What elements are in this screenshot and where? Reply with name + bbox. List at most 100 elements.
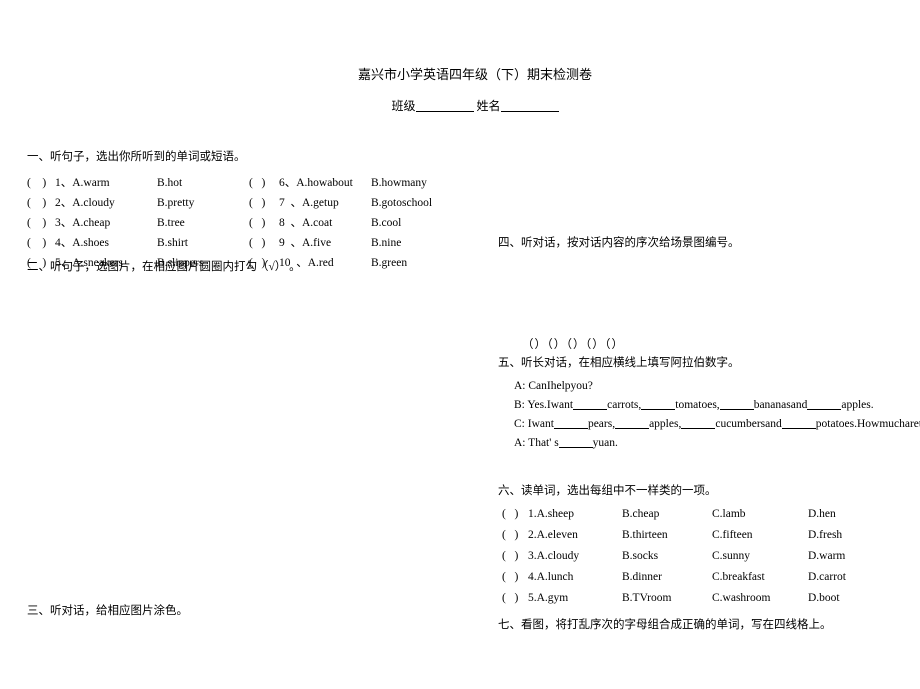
option-b: B.cheap [622, 508, 712, 520]
fill-blank [720, 409, 754, 410]
section3-title: 三、听对话，给相应图片涂色。 [27, 602, 188, 618]
option-b: B.cool [371, 217, 401, 229]
dialog-text: B: Yes.Iwant [514, 399, 573, 411]
section1-title: 一、听句子，选出你所听到的单词或短语。 [27, 148, 497, 164]
fill-blank [782, 428, 816, 429]
class-blank [416, 111, 474, 112]
section6: 六、读单词，选出每组中不一样类的一项。 ( )1.A.sheepB.cheapC… [498, 482, 846, 613]
page-header: 嘉兴市小学英语四年级（下）期末检测卷 班级 姓名 [0, 0, 920, 114]
paren: ( ) [27, 197, 55, 209]
question-row: ( )4、A.shoesB.shirt( )9 、A.fiveB.nine [27, 234, 497, 248]
question-row: ( )2、A.cloudyB.pretty( )7 、A.getupB.goto… [27, 194, 497, 208]
paren: ( ) [249, 217, 279, 229]
question-row: ( )3.A.cloudyB.socksC.sunnyD.warm [498, 550, 846, 564]
dialog-text: apples. [841, 399, 873, 411]
dialog-text: apples, [649, 418, 681, 430]
form-line: 班级 姓名 [0, 97, 920, 114]
option-a: 6、A.howabout [279, 174, 371, 190]
option-b: B.howmany [371, 177, 427, 189]
dialog-line: C: Iwant pears, apples, cucumbersand potatoe… [498, 418, 920, 430]
option-d: D.carrot [808, 571, 846, 583]
question-row: ( )3、A.cheapB.tree( )8 、A.coatB.cool [27, 214, 497, 228]
option-b: B.thirteen [622, 529, 712, 541]
option-a: 1、A.warm [55, 174, 157, 190]
option-a: 1.A.sheep [528, 508, 622, 520]
paren: ( ) [502, 508, 528, 520]
option-b: B.hot [157, 177, 249, 189]
dialog-line: A: That' s yuan. [498, 437, 920, 449]
dialog-text: yuan. [593, 437, 618, 449]
option-d: D.hen [808, 508, 836, 520]
option-c: C.sunny [712, 550, 808, 562]
dialog-text: tomatoes, [675, 399, 719, 411]
question-row: ( )1、A.warmB.hot( )6、A.howaboutB.howmany [27, 174, 497, 188]
section2-title: 二、听句子，选图片，在相应图片圆圈内打勾（√） 。 [27, 258, 301, 274]
option-c: C.breakfast [712, 571, 808, 583]
option-b: B.shirt [157, 237, 249, 249]
paren: ( ) [502, 550, 528, 562]
option-b: B.tree [157, 217, 249, 229]
question-row: ( )5.A.gymB.TVroomC.washroomD.boot [498, 592, 846, 606]
option-a: 2、A.cloudy [55, 194, 157, 210]
option-d: D.boot [808, 592, 840, 604]
option-a: 4、A.shoes [55, 234, 157, 250]
fill-blank [573, 409, 607, 410]
section4-brackets: （）（）（）（）（） [498, 336, 920, 352]
option-a: 5.A.gym [528, 592, 622, 604]
fill-blank [559, 447, 593, 448]
section7-title: 七、看图，将打乱序次的字母组合成正确的单词，写在四线格上。 [498, 616, 832, 632]
dialog-text: A: That' s [514, 437, 559, 449]
fill-blank [615, 428, 649, 429]
paren: ( ) [502, 529, 528, 541]
paren: ( ) [249, 177, 279, 189]
name-label: 姓名 [477, 99, 501, 113]
paren: ( ) [27, 237, 55, 249]
dialog-text: C: Iwant [514, 418, 554, 430]
question-row: ( )4.A.lunchB.dinnerC.breakfastD.carrot [498, 571, 846, 585]
paren: ( ) [27, 217, 55, 229]
class-label: 班级 [391, 99, 415, 113]
option-d: D.warm [808, 550, 845, 562]
right-column: 四、听对话，按对话内容的序次给场景图编号。 （）（）（）（）（） 五、听长对话，… [498, 148, 920, 360]
question-row: ( )2.A.elevenB.thirteenC.fifteenD.fresh [498, 529, 846, 543]
option-a: 3、A.cheap [55, 214, 157, 230]
name-blank [501, 111, 559, 112]
dialog-text: pears, [588, 418, 615, 430]
option-a: 4.A.lunch [528, 571, 622, 583]
paren: ( ) [249, 197, 279, 209]
section5-title: 五、听长对话，在相应横线上填写阿拉伯数字。 [498, 354, 920, 370]
option-d: D.fresh [808, 529, 842, 541]
dialog-text: bananasand [754, 399, 808, 411]
dialog-text: carrots, [607, 399, 641, 411]
option-a: 8 、A.coat [279, 214, 371, 230]
question-row: ( )1.A.sheepB.cheapC.lambD.hen [498, 508, 846, 522]
paren: ( ) [27, 177, 55, 189]
option-c: C.fifteen [712, 529, 808, 541]
dialog-line: A: CanIhelpyou? [498, 380, 920, 392]
option-c: C.lamb [712, 508, 808, 520]
paren: ( ) [502, 592, 528, 604]
option-b: B.gotoschool [371, 197, 432, 209]
fill-blank [807, 409, 841, 410]
option-a: 9 、A.five [279, 234, 371, 250]
paren: ( ) [502, 571, 528, 583]
dialog-text: cucumbersand [715, 418, 781, 430]
option-b: B.TVroom [622, 592, 712, 604]
option-a: 2.A.eleven [528, 529, 622, 541]
page-title: 嘉兴市小学英语四年级（下）期末检测卷 [0, 64, 920, 83]
paren: ( ) [249, 237, 279, 249]
option-c: C.washroom [712, 592, 808, 604]
dialog-line: B: Yes.Iwant carrots, tomatoes, bananasand a… [498, 399, 920, 411]
option-b: B.green [371, 257, 407, 269]
option-b: B.pretty [157, 197, 249, 209]
fill-blank [681, 428, 715, 429]
left-column: 一、听句子，选出你所听到的单词或短语。 ( )1、A.warmB.hot( )6… [27, 148, 497, 274]
option-b: B.dinner [622, 571, 712, 583]
fill-blank [554, 428, 588, 429]
option-b: B.socks [622, 550, 712, 562]
option-a: 7 、A.getup [279, 194, 371, 210]
option-a: 3.A.cloudy [528, 550, 622, 562]
section5: 五、听长对话，在相应横线上填写阿拉伯数字。 A: CanIhelpyou? B:… [498, 354, 920, 456]
option-b: B.nine [371, 237, 401, 249]
dialog-text: potatoes.Howmucharethey? [816, 418, 920, 430]
